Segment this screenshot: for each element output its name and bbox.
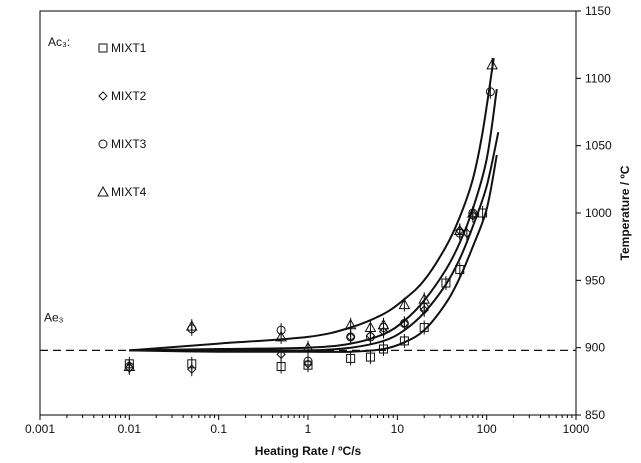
point-mixt1 [419, 322, 429, 332]
point-mixt4 [418, 293, 431, 304]
point-mixt2 [276, 349, 286, 360]
legend-title: Ac₃: [48, 35, 70, 49]
point-mixt4 [185, 320, 198, 331]
y-tick-label: 850 [585, 408, 605, 422]
legend: Ac₃: MIXT1 MIXT2 MIXT3 MIXT4 [48, 35, 147, 199]
legend-marker-mixt3 [98, 139, 108, 149]
x-tick-label: 1 [305, 422, 312, 436]
point-mixt2 [187, 364, 197, 374]
point-mixt1 [441, 278, 451, 288]
point-mixt4 [466, 206, 479, 218]
legend-marker-mixt4 [97, 185, 109, 197]
point-mixt4 [453, 224, 466, 236]
point-mixt3 [346, 332, 356, 342]
x-tick-label: 0.001 [25, 422, 55, 436]
point-mixt1 [378, 344, 388, 354]
point-mixt1 [346, 353, 356, 363]
x-tick-label: 1000 [563, 422, 590, 436]
x-tick-label: 10 [391, 422, 405, 436]
legend-label-mixt4: MIXT4 [111, 185, 147, 199]
point-mixt4 [364, 321, 377, 332]
fit-curve-mixt4 [129, 57, 495, 352]
point-mixt1 [276, 362, 286, 372]
x-axis: 0.001 0.01 0.1 1 10 100 1000 [25, 415, 590, 436]
point-mixt4 [275, 330, 287, 342]
legend-marker-mixt1 [98, 43, 108, 53]
y-tick-label: 1150 [585, 4, 611, 18]
y-tick-label: 1000 [585, 206, 612, 220]
y-tick-label: 1050 [585, 139, 612, 153]
x-axis-title: Heating Rate / ºC/s [255, 444, 362, 458]
point-mixt4 [123, 360, 136, 372]
point-mixt4 [398, 298, 411, 310]
y-tick-label: 950 [585, 273, 605, 287]
point-mixt1 [455, 265, 465, 275]
point-mixt4 [302, 341, 314, 353]
legend-marker-mixt2 [98, 91, 108, 101]
point-mixt3 [399, 318, 409, 328]
legend-label-mixt3: MIXT3 [111, 137, 147, 151]
y-tick-label: 900 [585, 341, 605, 355]
y-axis-title: Temperature / ºC [618, 165, 632, 260]
x-tick-label: 0.01 [118, 422, 142, 436]
ae3-label: Ae₃ [44, 310, 64, 324]
point-mixt4 [377, 318, 390, 330]
legend-label-mixt2: MIXT2 [111, 89, 147, 103]
fit-curve-mixt1 [129, 154, 498, 353]
fit-curves [129, 57, 500, 353]
y-tick-label: 1100 [585, 71, 611, 85]
data-markers [123, 57, 498, 377]
y-axis: 850 900 950 1000 1050 1100 1150 [576, 4, 612, 422]
point-mixt4 [344, 318, 357, 330]
x-tick-label: 100 [477, 422, 497, 436]
x-tick-label: 0.1 [210, 422, 227, 436]
point-mixt2 [462, 228, 472, 238]
fit-curve-mixt2 [129, 131, 500, 352]
point-mixt1 [399, 336, 409, 346]
fit-curve-mixt3 [129, 88, 498, 352]
point-mixt3 [485, 87, 495, 97]
point-mixt3 [303, 356, 313, 366]
point-mixt1 [365, 352, 375, 362]
legend-label-mixt1: MIXT1 [111, 41, 147, 55]
point-mixt1 [478, 208, 488, 218]
point-mixt4 [486, 58, 498, 70]
